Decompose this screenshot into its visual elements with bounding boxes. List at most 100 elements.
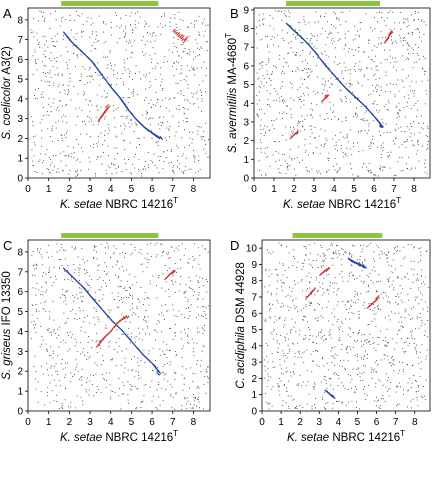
noise-dot <box>412 281 414 283</box>
noise-dot <box>186 65 188 67</box>
noise-dot <box>194 291 196 293</box>
noise-dot <box>168 288 169 290</box>
noise-dot <box>303 338 305 340</box>
noise-dot <box>129 295 131 296</box>
noise-dot <box>121 382 123 384</box>
noise-dot <box>120 17 122 19</box>
noise-dot <box>89 161 91 163</box>
noise-dot <box>286 167 288 169</box>
noise-dot <box>388 251 390 253</box>
noise-dot <box>79 15 81 17</box>
noise-dot <box>425 399 427 401</box>
noise-dot <box>369 148 371 149</box>
noise-dot <box>329 87 331 89</box>
noise-dot <box>378 43 379 45</box>
noise-dot <box>302 290 303 292</box>
noise-dot <box>377 21 378 23</box>
noise-dot <box>205 144 207 145</box>
noise-dot <box>143 384 145 386</box>
noise-dot <box>76 171 78 173</box>
noise-dot <box>126 289 128 291</box>
noise-dot <box>41 129 43 131</box>
noise-dot <box>103 360 104 361</box>
noise-dot <box>199 255 201 257</box>
noise-dot <box>77 256 79 258</box>
noise-dot <box>357 131 359 133</box>
noise-dot <box>320 15 322 17</box>
noise-dot <box>127 115 129 117</box>
noise-dot <box>321 53 323 55</box>
noise-dot <box>357 359 359 361</box>
noise-dot <box>391 338 393 340</box>
noise-dot <box>328 331 330 333</box>
noise-dot <box>302 381 304 383</box>
noise-dot <box>330 245 332 246</box>
noise-dot <box>96 143 98 145</box>
noise-dot <box>63 114 65 116</box>
noise-dot <box>308 171 310 172</box>
noise-dot <box>308 263 310 265</box>
noise-dot <box>62 368 64 370</box>
noise-dot <box>196 342 198 344</box>
noise-dot <box>126 117 128 119</box>
noise-dot <box>36 69 38 71</box>
noise-dot <box>54 74 56 76</box>
noise-dot <box>80 377 82 378</box>
noise-dot <box>158 156 159 158</box>
noise-dot <box>198 287 200 288</box>
noise-dot <box>46 348 48 350</box>
noise-dot <box>304 259 305 261</box>
noise-dot <box>102 374 103 375</box>
noise-dot <box>151 61 152 63</box>
noise-dot <box>330 108 331 110</box>
noise-dot <box>354 392 356 393</box>
noise-dot <box>412 398 414 400</box>
noise-dot <box>351 49 353 50</box>
noise-dot <box>173 371 175 373</box>
noise-dot <box>305 254 307 256</box>
noise-dot <box>98 40 100 42</box>
noise-dot <box>186 308 187 309</box>
noise-dot <box>259 39 261 41</box>
noise-dot <box>97 109 99 111</box>
noise-dot <box>378 246 379 248</box>
noise-dot <box>390 382 392 383</box>
noise-dot <box>388 38 389 40</box>
noise-dot <box>53 58 55 59</box>
match-segment <box>176 31 181 36</box>
noise-dot <box>51 128 53 130</box>
noise-dot <box>106 266 107 267</box>
noise-dot <box>62 140 64 141</box>
noise-dot <box>148 350 150 352</box>
noise-dot <box>290 375 292 377</box>
noise-dot <box>304 151 306 153</box>
noise-dot <box>150 85 152 87</box>
noise-dot <box>327 21 329 22</box>
noise-dot <box>394 57 396 59</box>
noise-dot <box>421 294 423 296</box>
noise-dot <box>53 399 55 401</box>
noise-dot <box>407 57 409 59</box>
noise-dot <box>395 124 397 125</box>
noise-dot <box>166 311 168 313</box>
noise-dot <box>81 376 83 377</box>
noise-dot <box>167 257 169 259</box>
noise-dot <box>354 97 356 99</box>
noise-dot <box>264 365 266 367</box>
noise-dot <box>267 74 269 75</box>
noise-dot <box>115 108 117 110</box>
noise-dot <box>331 242 333 244</box>
noise-dot <box>292 299 294 301</box>
noise-dot <box>349 346 351 348</box>
noise-dot <box>378 379 380 381</box>
noise-dot <box>83 321 85 323</box>
noise-dot <box>129 286 131 288</box>
noise-dot <box>410 268 412 270</box>
noise-dot <box>284 73 285 74</box>
match-segment <box>307 43 310 46</box>
noise-dot <box>73 53 75 55</box>
noise-dot <box>270 308 272 310</box>
noise-dot <box>159 348 161 350</box>
noise-dot <box>157 145 159 146</box>
noise-dot <box>320 245 322 246</box>
